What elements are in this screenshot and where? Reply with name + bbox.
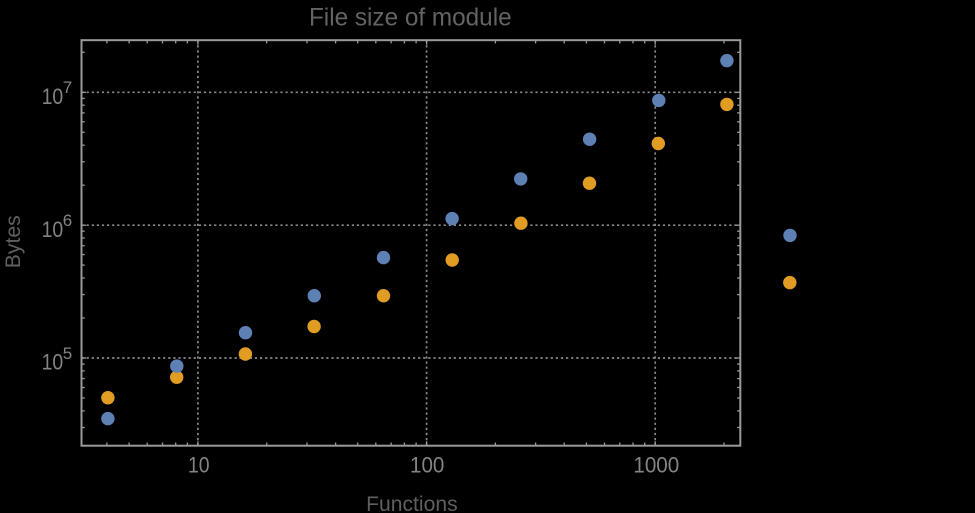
- svg-text:100: 100: [410, 452, 444, 477]
- svg-text:10: 10: [42, 217, 64, 242]
- svg-text:Bytes: Bytes: [2, 215, 25, 268]
- svg-text:10: 10: [188, 452, 210, 477]
- svg-text:Functions: Functions: [366, 493, 458, 513]
- svg-text:5: 5: [63, 344, 72, 363]
- svg-text:10: 10: [42, 350, 64, 375]
- svg-text:File size of module: File size of module: [309, 4, 512, 32]
- svg-text:10: 10: [42, 84, 64, 109]
- svg-text:6: 6: [63, 211, 72, 230]
- svg-text:7: 7: [63, 78, 72, 97]
- svg-text:1000: 1000: [633, 452, 679, 477]
